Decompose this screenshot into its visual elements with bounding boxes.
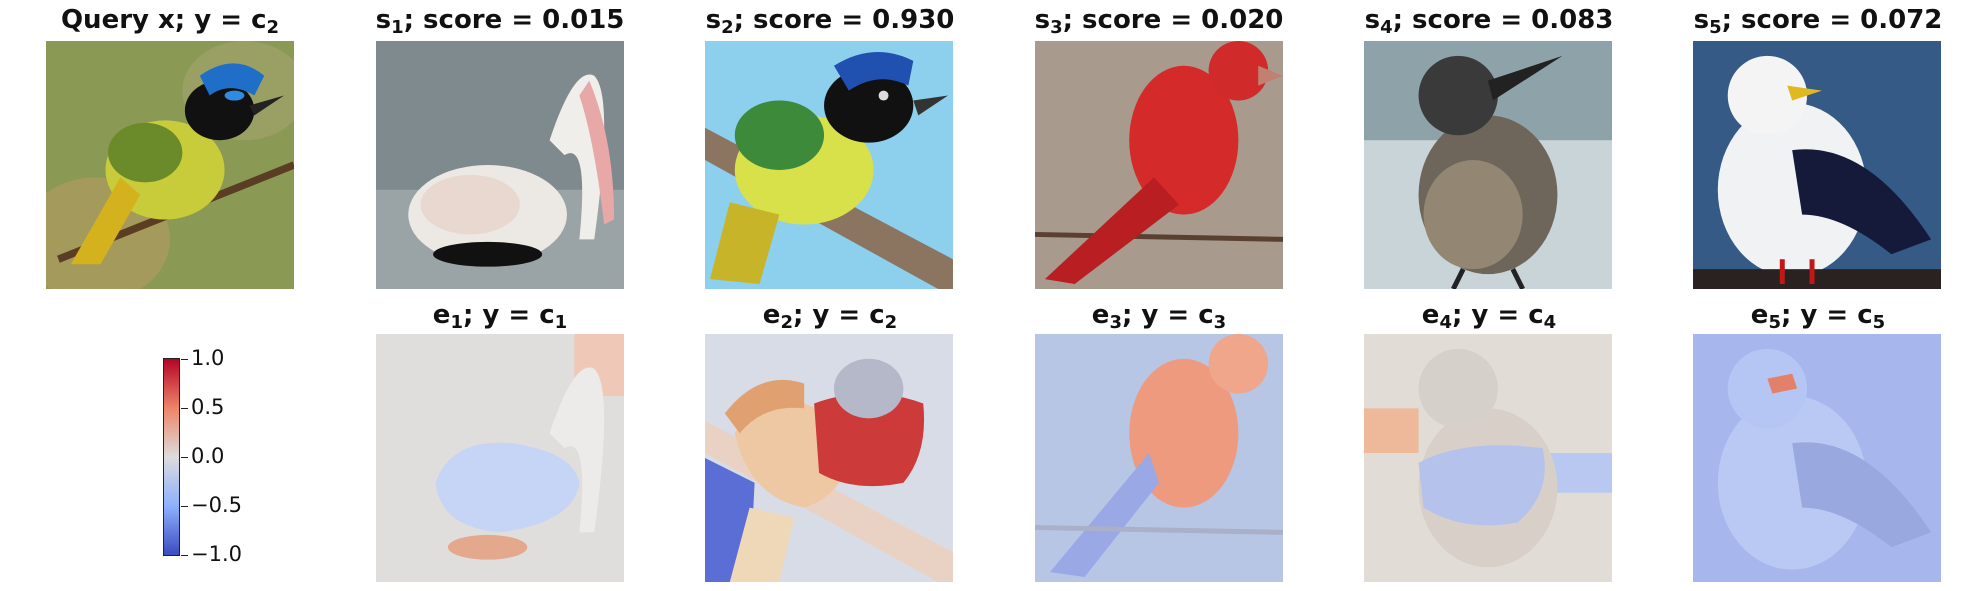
colorbar-tick-label: 0.5: [191, 395, 225, 419]
support-5-title: s5; score = 0.072: [1693, 5, 1943, 38]
explanation-4-heatmap: [1364, 334, 1612, 582]
explanation-5-title: e5; y = c5: [1750, 300, 1886, 333]
explanation-1-title: e1; y = c1: [432, 300, 568, 333]
support-2-image: [705, 41, 953, 289]
explanation-1-heatmap: [376, 334, 624, 582]
query-image: [46, 41, 294, 289]
explanation-2-title: e2; y = c2: [762, 300, 898, 333]
support-1-image: [376, 41, 624, 289]
colorbar-tick: [181, 457, 188, 458]
colorbar-tick-label: 0.0: [191, 444, 225, 468]
explanation-3-heatmap: [1035, 334, 1283, 582]
colorbar-tick: [181, 408, 188, 409]
explanation-3-title: e3; y = c3: [1091, 300, 1227, 333]
explanation-4-title: e4; y = c4: [1421, 300, 1557, 333]
query-title: Query x; y = c2: [60, 5, 280, 38]
colorbar-tick-label: −1.0: [191, 542, 242, 566]
support-1-title: s1; score = 0.015: [375, 5, 625, 38]
colorbar-tick: [181, 506, 188, 507]
explanation-5-heatmap: [1693, 334, 1941, 582]
support-4-image: [1364, 41, 1612, 289]
support-3-image: [1035, 41, 1283, 289]
colorbar: [163, 358, 180, 556]
explanation-2-heatmap: [705, 334, 953, 582]
colorbar-tick: [181, 359, 188, 360]
support-2-title: s2; score = 0.930: [705, 5, 955, 38]
support-5-image: [1693, 41, 1941, 289]
support-3-title: s3; score = 0.020: [1034, 5, 1284, 38]
colorbar-tick-label: −0.5: [191, 493, 242, 517]
colorbar-tick-label: 1.0: [191, 346, 225, 370]
support-4-title: s4; score = 0.083: [1364, 5, 1614, 38]
colorbar-tick: [181, 555, 188, 556]
